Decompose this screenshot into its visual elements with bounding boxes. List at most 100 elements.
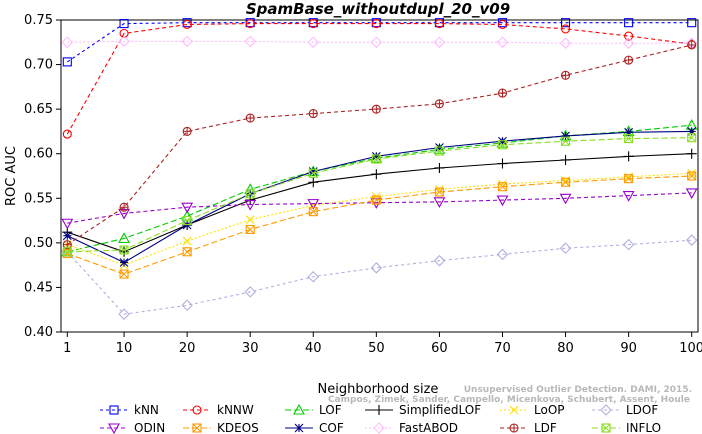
x-tick-label-7: 70: [494, 341, 511, 356]
series-fastabod: [61, 35, 698, 49]
point-ldof-6: [433, 254, 446, 267]
watermark-line-2: Campos, Zimek, Sander, Campello, Micenko…: [328, 395, 690, 405]
point-ldof-5: [370, 262, 383, 274]
point-inflo-2: [182, 216, 192, 226]
legend-marker-knn: [109, 405, 119, 415]
point-kdeos-2: [182, 247, 192, 257]
point-kdeos-6: [434, 187, 444, 197]
point-simplifiedlof-9: [623, 151, 634, 162]
legend-item-kdeos: KDEOS: [183, 421, 259, 434]
series-lof: [61, 119, 698, 257]
watermark-line-1: Unsupervised Outlier Detection. DAMI, 20…: [464, 385, 692, 395]
point-ldf-3: [245, 113, 255, 123]
legend-label-simplifiedlof: SimplifiedLOF: [399, 403, 481, 417]
y-tick-label-7: 0.75: [24, 13, 53, 28]
point-odin-0: [61, 218, 74, 230]
point-fastabod-3: [244, 35, 256, 48]
point-kdeos-1: [119, 269, 129, 279]
legend-label-cof: COF: [319, 421, 344, 434]
point-knnw-3: [245, 19, 255, 29]
point-ldf-10: [687, 40, 697, 50]
point-cof-5: [371, 152, 381, 161]
point-knnw-6: [434, 19, 444, 29]
series-inflo: [62, 133, 697, 257]
series-layer: [61, 18, 698, 320]
x-axis-label: Neighborhood size: [318, 382, 439, 397]
point-fastabod-4: [307, 36, 320, 49]
plot-area-border: [60, 19, 699, 333]
x-tick-label-5: 50: [368, 341, 385, 356]
legend-label-inflo: INFLO: [626, 421, 661, 434]
point-inflo-4: [308, 168, 318, 178]
y-tick-label-5: 0.65: [24, 102, 53, 117]
point-simplifiedlof-1: [119, 246, 130, 257]
point-inflo-3: [245, 189, 255, 199]
x-tick-label-6: 60: [431, 341, 448, 356]
point-knnw-1: [119, 28, 129, 38]
point-kdeos-9: [624, 174, 634, 184]
legend-label-knnw: kNNW: [217, 403, 254, 417]
point-cof-4: [308, 167, 318, 176]
x-tick-label-10: 100: [679, 341, 702, 356]
point-fastabod-9: [622, 37, 635, 49]
point-lof-1: [118, 232, 131, 243]
legend-item-lof: LOF: [285, 403, 342, 417]
point-ldof-10: [685, 234, 698, 246]
y-axis: 0.40 0.45 0.50 0.55 0.60 0.65 0.70 0.75: [24, 13, 61, 340]
series-odin: [61, 188, 698, 230]
point-ldf-5: [371, 104, 381, 114]
point-knn-0: [62, 57, 72, 67]
point-ldof-7: [496, 248, 509, 261]
point-odin-3: [244, 199, 257, 211]
point-inflo-0: [62, 247, 72, 257]
x-tick-label-4: 40: [305, 341, 322, 356]
point-kdeos-8: [561, 177, 571, 187]
point-simplifiedlof-6: [434, 162, 445, 173]
legend-marker-ldf: [509, 423, 519, 433]
legend-item-loop: LoOP: [500, 403, 565, 417]
point-cof-9: [624, 127, 634, 137]
series-knnw: [62, 19, 697, 139]
legend-marker-knnw: [192, 405, 202, 415]
point-odin-9: [622, 191, 635, 202]
x-tick-label-8: 80: [557, 341, 574, 356]
x-tick-label-0: 1: [63, 341, 71, 356]
point-ldof-8: [559, 242, 572, 254]
point-ldof-1: [118, 308, 130, 320]
chart-title: SpamBase_withoutdupl_20_v09: [246, 0, 510, 18]
point-simplifiedlof-5: [371, 169, 382, 180]
legend-label-ldf: LDF: [534, 421, 557, 434]
x-axis: 1 10 20 30 40 50 60 70 80 90 100: [63, 332, 702, 356]
y-tick-label-4: 0.60: [24, 147, 53, 162]
series-ldf: [62, 40, 697, 250]
y-tick-label-3: 0.55: [24, 191, 53, 206]
legend-label-knn: kNN: [134, 403, 159, 417]
point-knnw-9: [624, 31, 634, 41]
legend-marker-loop: [509, 405, 519, 415]
point-simplifiedlof-7: [497, 158, 508, 169]
legend-item-ldof: LDOF: [592, 403, 658, 417]
series-line-lof: [67, 124, 692, 253]
point-inflo-6: [434, 146, 444, 156]
legend-item-fastabod: FastABOD: [365, 421, 458, 434]
legend-marker-fastabod: [373, 422, 385, 434]
point-loop-10: [687, 168, 697, 178]
series-line-knn: [66, 22, 692, 63]
point-cof-10: [687, 127, 697, 136]
point-knn-8: [561, 18, 571, 28]
point-simplifiedlof-10: [686, 148, 697, 159]
y-axis-label: ROC AUC: [4, 146, 19, 206]
point-odin-2: [181, 202, 194, 214]
point-kdeos-3: [245, 224, 255, 235]
y-tick-label-2: 0.50: [24, 236, 53, 251]
point-simplifiedlof-8: [560, 154, 571, 165]
legend-item-inflo: INFLO: [592, 421, 661, 434]
point-odin-7: [496, 195, 509, 207]
point-fastabod-5: [370, 36, 383, 49]
point-knn-1: [119, 19, 129, 29]
x-tick-label-9: 90: [620, 341, 637, 356]
series-line-ldf: [66, 44, 692, 246]
point-inflo-7: [497, 140, 508, 150]
